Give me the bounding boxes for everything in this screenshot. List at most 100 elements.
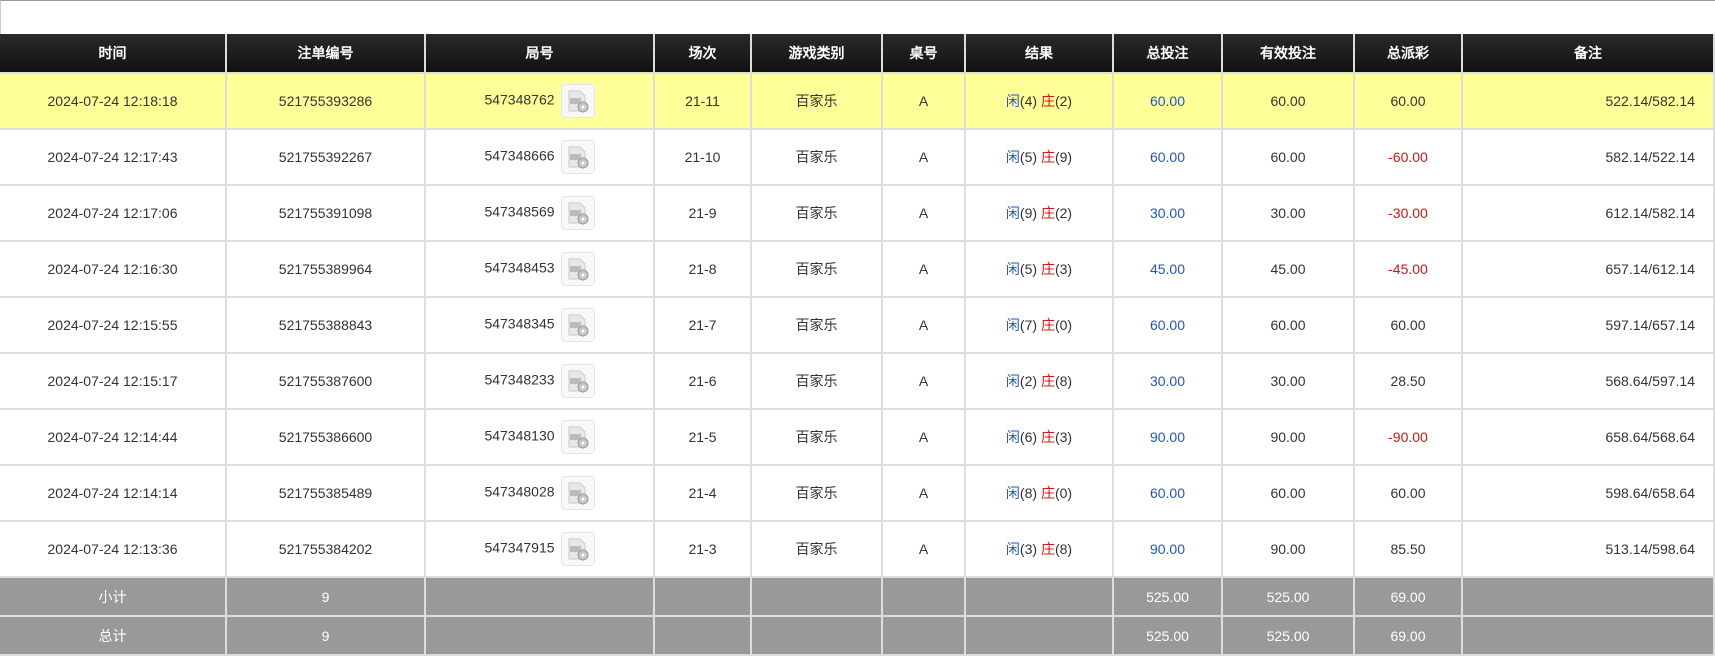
header-valid-bet: 有效投注 — [1222, 34, 1355, 73]
cell-payout: 60.00 — [1354, 464, 1463, 522]
player-points: (5) — [1019, 149, 1038, 165]
empty-cell — [882, 615, 966, 656]
cell-time: 2024-07-24 12:17:43 — [0, 128, 227, 186]
cell-game-type: 百家乐 — [751, 520, 883, 578]
cell-total-bet: 45.00 — [1113, 240, 1223, 298]
cell-table-no: A — [882, 240, 966, 298]
cell-total-bet: 60.00 — [1113, 296, 1223, 354]
player-points: (7) — [1019, 317, 1038, 333]
cell-game-type: 百家乐 — [751, 128, 883, 186]
player-label: 闲 — [1005, 541, 1020, 557]
banker-label: 庄 — [1040, 93, 1055, 109]
empty-cell — [751, 576, 883, 617]
cell-payout: 85.50 — [1354, 520, 1463, 578]
player-label: 闲 — [1005, 373, 1020, 389]
empty-cell — [425, 615, 655, 656]
cell-bet-id: 521755387600 — [226, 352, 426, 410]
cell-total-bet: 60.00 — [1113, 128, 1223, 186]
banker-points: (3) — [1054, 429, 1073, 445]
banker-points: (3) — [1054, 261, 1073, 277]
summary-label: 小计 — [0, 576, 227, 617]
cell-game-type: 百家乐 — [751, 296, 883, 354]
table-row: 2024-07-24 12:17:06 521755391098 5473485… — [0, 184, 1715, 242]
cell-round: 547348345 — [425, 296, 655, 354]
banker-label: 庄 — [1040, 205, 1055, 221]
cell-session: 21-5 — [654, 408, 752, 466]
video-replay-icon[interactable] — [560, 532, 595, 566]
banker-label: 庄 — [1040, 485, 1055, 501]
cell-payout: -45.00 — [1354, 240, 1463, 298]
table-row: 2024-07-24 12:16:30 521755389964 5473484… — [0, 240, 1715, 298]
player-label: 闲 — [1005, 485, 1020, 501]
banker-label: 庄 — [1040, 541, 1055, 557]
cell-note: 513.14/598.64 — [1462, 520, 1715, 578]
header-payout: 总派彩 — [1354, 34, 1463, 73]
cell-session: 21-10 — [654, 128, 752, 186]
cell-valid-bet: 60.00 — [1222, 128, 1355, 186]
cell-total-bet: 30.00 — [1113, 352, 1223, 410]
header-total-bet: 总投注 — [1113, 34, 1223, 73]
cell-note: 582.14/522.14 — [1462, 128, 1715, 186]
cell-bet-id: 521755384202 — [226, 520, 426, 578]
cell-session: 21-3 — [654, 520, 752, 578]
cell-time: 2024-07-24 12:15:17 — [0, 352, 227, 410]
table-row: 2024-07-24 12:15:55 521755388843 5473483… — [0, 296, 1715, 354]
player-label: 闲 — [1005, 205, 1020, 221]
cell-result: 闲(5) 庄(9) — [965, 128, 1114, 186]
video-replay-icon[interactable] — [560, 252, 595, 286]
player-label: 闲 — [1005, 261, 1020, 277]
video-replay-icon[interactable] — [560, 364, 595, 398]
table-row: 2024-07-24 12:14:44 521755386600 5473481… — [0, 408, 1715, 466]
video-replay-icon[interactable] — [560, 308, 595, 342]
cell-table-no: A — [882, 128, 966, 186]
summary-total-bet: 525.00 — [1113, 576, 1223, 617]
round-number: 547348233 — [484, 371, 555, 388]
round-number: 547348028 — [484, 483, 555, 500]
player-points: (6) — [1019, 429, 1038, 445]
table-row: 2024-07-24 12:18:18 521755393286 5473487… — [0, 72, 1715, 130]
cell-table-no: A — [882, 72, 966, 130]
empty-cell — [425, 576, 655, 617]
header-time: 时间 — [0, 34, 227, 73]
video-replay-icon[interactable] — [560, 476, 595, 510]
cell-time: 2024-07-24 12:16:30 — [0, 240, 227, 298]
cell-result: 闲(9) 庄(2) — [965, 184, 1114, 242]
summary-count: 9 — [226, 576, 426, 617]
cell-payout: -30.00 — [1354, 184, 1463, 242]
banker-points: (0) — [1054, 485, 1073, 501]
cell-round: 547348666 — [425, 128, 655, 186]
cell-round: 547348028 — [425, 464, 655, 522]
header-result: 结果 — [965, 34, 1114, 73]
video-replay-icon[interactable] — [560, 140, 595, 174]
player-label: 闲 — [1005, 93, 1020, 109]
player-points: (4) — [1019, 93, 1038, 109]
cell-table-no: A — [882, 184, 966, 242]
banker-label: 庄 — [1040, 149, 1055, 165]
cell-session: 21-4 — [654, 464, 752, 522]
cell-result: 闲(3) 庄(8) — [965, 520, 1114, 578]
cell-table-no: A — [882, 408, 966, 466]
cell-table-no: A — [882, 296, 966, 354]
table-row: 2024-07-24 12:13:36 521755384202 5473479… — [0, 520, 1715, 578]
cell-valid-bet: 90.00 — [1222, 408, 1355, 466]
cell-valid-bet: 60.00 — [1222, 464, 1355, 522]
banker-points: (8) — [1054, 541, 1073, 557]
cell-note: 568.64/597.14 — [1462, 352, 1715, 410]
table-row: 2024-07-24 12:15:17 521755387600 5473482… — [0, 352, 1715, 410]
cell-table-no: A — [882, 520, 966, 578]
video-replay-icon[interactable] — [560, 196, 595, 230]
top-bar — [0, 0, 1715, 34]
cell-round: 547347915 — [425, 520, 655, 578]
video-replay-icon[interactable] — [560, 84, 595, 118]
round-number: 547348569 — [484, 203, 555, 220]
cell-session: 21-11 — [654, 72, 752, 130]
player-points: (2) — [1019, 373, 1038, 389]
cell-game-type: 百家乐 — [751, 72, 883, 130]
cell-result: 闲(6) 庄(3) — [965, 408, 1114, 466]
summary-valid-bet: 525.00 — [1222, 576, 1355, 617]
header-note: 备注 — [1462, 34, 1715, 73]
summary-label: 总计 — [0, 615, 227, 656]
header-session: 场次 — [654, 34, 752, 73]
cell-result: 闲(8) 庄(0) — [965, 464, 1114, 522]
video-replay-icon[interactable] — [560, 420, 595, 454]
